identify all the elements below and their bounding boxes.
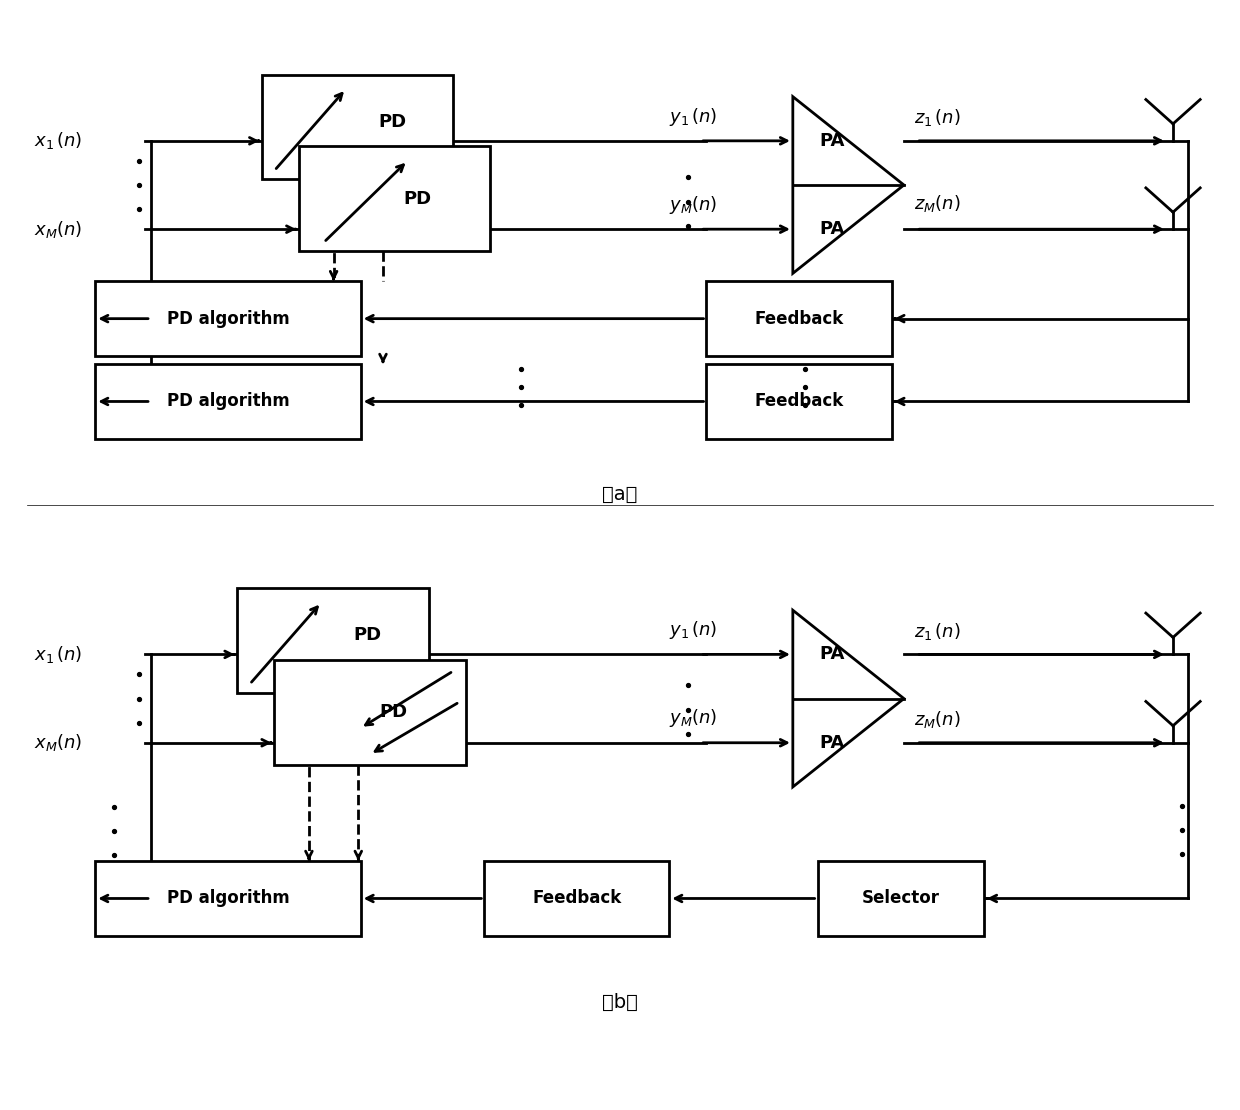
Text: $x_1\,(n)$: $x_1\,(n)$: [33, 130, 82, 151]
Text: $x_M(n)$: $x_M(n)$: [33, 219, 82, 240]
Text: PA: PA: [818, 645, 844, 664]
Text: PD algorithm: PD algorithm: [166, 889, 289, 908]
Text: $x_M(n)$: $x_M(n)$: [33, 733, 82, 754]
Bar: [262, 74, 454, 180]
Text: （b）: （b）: [603, 992, 637, 1012]
Text: Feedback: Feedback: [754, 393, 843, 411]
Text: $z_M(n)$: $z_M(n)$: [914, 193, 961, 214]
Text: $z_M(n)$: $z_M(n)$: [914, 709, 961, 730]
Text: PD algorithm: PD algorithm: [166, 393, 289, 411]
Bar: [237, 588, 429, 693]
Text: PD: PD: [379, 704, 407, 722]
Bar: [95, 861, 361, 936]
Text: Feedback: Feedback: [532, 889, 621, 908]
Text: $z_1\,(n)$: $z_1\,(n)$: [914, 620, 961, 642]
Bar: [95, 281, 361, 356]
Text: Feedback: Feedback: [754, 310, 843, 327]
Bar: [484, 861, 670, 936]
Bar: [274, 660, 466, 765]
Text: $y_1\,(n)$: $y_1\,(n)$: [670, 619, 718, 642]
Text: PD: PD: [403, 190, 432, 208]
Text: PD: PD: [353, 626, 382, 644]
Text: Selector: Selector: [862, 889, 940, 908]
Text: $y_M(n)$: $y_M(n)$: [670, 707, 718, 729]
Bar: [299, 147, 490, 251]
Bar: [95, 364, 361, 440]
Text: PA: PA: [818, 734, 844, 751]
Bar: [817, 861, 985, 936]
Bar: [707, 364, 892, 440]
Text: PA: PA: [818, 220, 844, 239]
Bar: [707, 281, 892, 356]
Text: PA: PA: [818, 132, 844, 150]
Text: $x_1\,(n)$: $x_1\,(n)$: [33, 644, 82, 665]
Text: $y_M(n)$: $y_M(n)$: [670, 194, 718, 215]
Text: PD: PD: [378, 113, 407, 131]
Text: （a）: （a）: [603, 485, 637, 504]
Text: $y_1\,(n)$: $y_1\,(n)$: [670, 105, 718, 128]
Text: $z_1\,(n)$: $z_1\,(n)$: [914, 108, 961, 128]
Text: PD algorithm: PD algorithm: [166, 310, 289, 327]
